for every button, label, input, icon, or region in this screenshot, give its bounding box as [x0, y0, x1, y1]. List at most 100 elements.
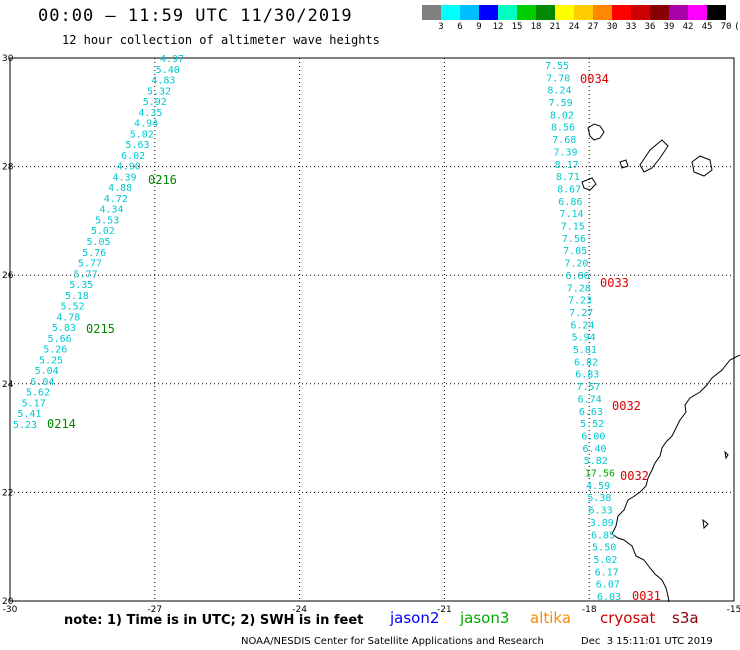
lat-tick-label: 28: [2, 163, 14, 173]
swh-label: 5.38: [587, 493, 611, 504]
canary-island-4: [691, 155, 713, 177]
swh-label: 7.20: [564, 259, 588, 270]
right-satellite-track: 7.557.70 8.247.598.02 8.567.687.39 8.178.71…: [545, 61, 621, 603]
colorbar-swatch: [612, 5, 631, 20]
swh-label: 5.92: [143, 97, 167, 108]
swh-label: 5.52: [580, 419, 604, 430]
swh-label: 5.63: [125, 140, 149, 151]
map-frame: [9, 57, 735, 602]
swh-label: 7.23: [568, 296, 592, 307]
colorbar-tick: 24: [568, 22, 580, 32]
lon-tick-label: -15: [727, 605, 740, 615]
lat-tick-label: 30: [2, 54, 14, 64]
colorbar-swatch: [460, 5, 479, 20]
swh-label: 6.02: [121, 151, 145, 162]
swh-label: 4.83: [151, 76, 175, 87]
colorbar-swatch: [555, 5, 574, 20]
generated-timestamp: Dec 3 15:11:01 UTC 2019: [581, 636, 713, 647]
pass-time-label: 0216: [148, 173, 177, 187]
pass-time-label: 0215: [86, 322, 115, 336]
colorbar-swatch: [422, 5, 441, 20]
swh-label: 7.70: [546, 73, 570, 84]
lat-tick-label: 20: [2, 597, 14, 607]
swh-label: 5.77: [74, 269, 98, 280]
lon-tick-label: -18: [582, 605, 597, 615]
colorbar-tick: 33: [625, 22, 637, 32]
swh-label: 7.15: [561, 222, 585, 233]
swh-label: 5.02: [593, 555, 617, 566]
swh-label: 7.57: [576, 382, 600, 393]
swh-label: 5.18: [65, 291, 89, 302]
swh-label: 7.68: [552, 135, 576, 146]
colorbar-tick: 27: [587, 22, 599, 32]
swh-label: 6.85: [591, 530, 615, 541]
swh-label: 5.35: [69, 280, 93, 291]
pass-time-label: 0032: [620, 469, 649, 483]
swh-label: 6.00: [581, 431, 605, 442]
colorbar-swatch: [669, 5, 688, 20]
swh-label: 6.07: [596, 580, 620, 591]
colorbar-tick: 18: [530, 22, 542, 32]
swh-label: 6.82: [574, 357, 598, 368]
swh-label: 5.40: [156, 65, 180, 76]
swh-label: 6.86: [558, 197, 582, 208]
swh-label: 5.76: [82, 248, 106, 259]
swh-label: 4.88: [108, 183, 132, 194]
wave-height-colorbar: [422, 5, 726, 20]
swh-label: 5.17: [22, 398, 46, 409]
swh-label: 4.78: [56, 312, 80, 323]
pass-time-label: 0214: [47, 417, 76, 431]
colorbar-swatch: [631, 5, 650, 20]
swh-label: 5.02: [130, 129, 154, 140]
footer-note: note: 1) Time is in UTC; 2) SWH is in fe…: [64, 613, 364, 628]
colorbar-tick: 6: [457, 22, 463, 32]
swh-label: 5.81: [573, 345, 597, 356]
colorbar-swatch: [650, 5, 669, 20]
lon-tick-label: -21: [437, 605, 452, 615]
colorbar-tick: 42: [682, 22, 694, 32]
colorbar-tick: 15: [511, 22, 523, 32]
swh-label: 6.03: [597, 592, 621, 603]
pass-time-label: 0031: [632, 589, 661, 603]
legend-s3a: s3a: [672, 609, 699, 627]
swh-label: 7.27: [569, 308, 593, 319]
colorbar-swatch: [593, 5, 612, 20]
pass-time-label: 0033: [600, 276, 629, 290]
swh-label: 8.24: [547, 86, 571, 97]
lat-tick-label: 24: [2, 380, 14, 390]
colorbar-tick: 3: [438, 22, 444, 32]
swh-label: 5.94: [572, 333, 596, 344]
legend-jason3: jason3: [460, 609, 510, 627]
africa-coastline: [611, 354, 740, 603]
page-subtitle: 12 hour collection of altimeter wave hei…: [62, 33, 380, 47]
swh-label: 17.56: [585, 469, 615, 480]
lat-tick-label: 26: [2, 271, 14, 281]
swh-label: 7.14: [560, 209, 584, 220]
swh-label: 4.97: [160, 54, 184, 65]
colorbar-swatch: [688, 5, 707, 20]
swh-label: 8.71: [556, 172, 580, 183]
swh-label: 5.82: [584, 456, 608, 467]
lon-tick-label: -30: [3, 605, 18, 615]
swh-label: 4.72: [104, 194, 128, 205]
swh-label: 4.59: [586, 481, 610, 492]
colorbar-swatch: [498, 5, 517, 20]
swh-label: 5.32: [147, 86, 171, 97]
legend-altika: altika: [530, 609, 572, 627]
credit-line: NOAA/NESDIS Center for Satellite Applica…: [241, 636, 544, 647]
pass-time-labels: 0216 0215 0214 0034 0033 0032 0032 0031: [47, 72, 661, 603]
swh-label: 5.66: [48, 334, 72, 345]
swh-label: 5.04: [35, 366, 59, 377]
colorbar-tick: 39: [663, 22, 675, 32]
colorbar-tick: 9: [476, 22, 482, 32]
swh-label: 5.05: [87, 237, 111, 248]
swh-label: 6.63: [579, 407, 603, 418]
swh-label: 4.94: [134, 119, 158, 130]
colorbar-tick: 21: [549, 22, 561, 32]
offshore-islet-2: [724, 450, 729, 460]
lat-tick-label: 22: [2, 488, 13, 498]
swh-label: 5.53: [95, 215, 119, 226]
swh-label: 8.02: [550, 110, 574, 121]
pass-time-label: 0032: [612, 399, 641, 413]
swh-label: 6.33: [589, 506, 613, 517]
